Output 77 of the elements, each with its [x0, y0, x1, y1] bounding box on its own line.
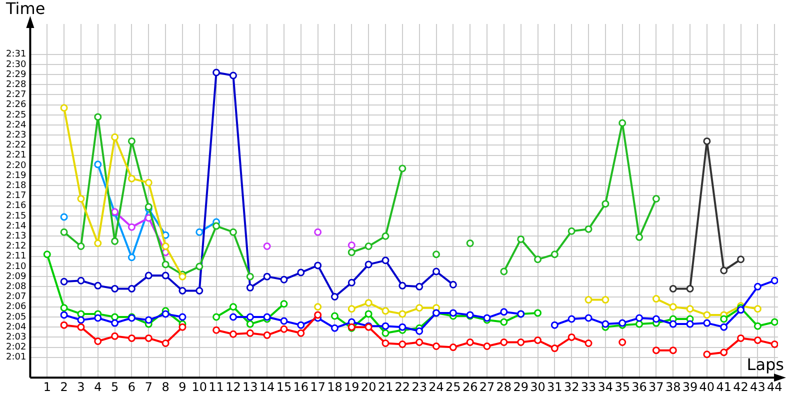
x-tick-label: 29 [513, 380, 528, 394]
x-tick-label: 2 [60, 380, 68, 394]
x-tick-label: 25 [446, 380, 461, 394]
x-tick-label: 18 [327, 380, 342, 394]
x-tick-label: 43 [750, 380, 766, 394]
x-tick-label: 15 [276, 380, 292, 394]
x-tick-label: 11 [208, 380, 224, 394]
y-tick-label: 2:09 [6, 272, 26, 282]
x-tick-label: 28 [496, 380, 512, 394]
x-axis-title: Laps [746, 354, 784, 374]
y-tick-label: 2:25 [6, 110, 26, 120]
y-tick-label: 2:16 [6, 201, 26, 212]
x-tick-label: 13 [242, 380, 258, 394]
y-tick-label: 2:29 [6, 70, 26, 80]
x-tick-label: 20 [360, 380, 376, 394]
y-tick-label: 2:03 [6, 332, 26, 343]
y-tick-label: 2:24 [6, 120, 26, 130]
x-tick-label: 35 [614, 380, 630, 394]
x-tick-label: 6 [128, 380, 136, 394]
x-tick-label: 22 [394, 380, 410, 394]
x-tick-label: 27 [479, 380, 495, 394]
y-tick-label: 2:22 [6, 140, 26, 151]
y-tick-label: 2:28 [6, 80, 26, 90]
x-tick-label: 40 [699, 380, 715, 394]
y-tick-label: 2:31 [6, 50, 26, 60]
x-tick-label: 8 [162, 380, 170, 394]
x-tick-label: 14 [259, 380, 275, 394]
x-tick-label: 19 [344, 380, 360, 394]
y-tick-label: 2:07 [6, 292, 26, 302]
y-tick-label: 2:10 [6, 262, 26, 272]
y-tick-label: 2:27 [6, 90, 26, 100]
x-tick-label: 4 [94, 380, 102, 394]
x-tick-label: 39 [682, 380, 698, 394]
x-tick-label: 26 [462, 380, 478, 394]
x-tick-label: 38 [665, 380, 681, 394]
y-tick-label: 2:01 [6, 352, 26, 363]
x-tick-label: 44 [766, 380, 782, 394]
y-tick-label: 2:06 [6, 302, 26, 312]
x-tick-label: 33 [580, 380, 596, 394]
x-tick-label: 42 [733, 380, 748, 394]
y-tick-label: 2:20 [6, 160, 26, 171]
x-tick-label: 32 [564, 380, 580, 394]
x-tick-label: 41 [716, 380, 732, 394]
y-tick-label: 2:30 [6, 60, 26, 70]
y-tick-label: 2:15 [6, 211, 26, 222]
x-tick-label: 10 [192, 380, 208, 394]
y-tick-label: 2:17 [6, 191, 26, 202]
x-tick-label: 5 [110, 380, 119, 394]
x-tick-label: 3 [77, 380, 85, 394]
x-tick-label: 37 [648, 380, 664, 394]
x-tick-label: 24 [428, 380, 444, 394]
x-tick-label: 17 [310, 380, 326, 394]
x-tick-label: 36 [632, 380, 647, 394]
x-tick-label: 16 [293, 380, 309, 394]
y-tick-label: 2:12 [6, 242, 26, 252]
y-tick-label: 2:04 [6, 322, 26, 332]
y-tick-label: 2:26 [6, 100, 26, 110]
y-tick-label: 2:11 [6, 252, 26, 262]
y-tick-label: 2:05 [6, 312, 26, 322]
y-tick-label: 2:08 [6, 282, 26, 292]
x-tick-label: 34 [598, 380, 614, 394]
x-tick-label: 7 [144, 380, 152, 394]
y-tick-label: 2:14 [6, 221, 26, 232]
x-tick-label: 30 [530, 380, 546, 394]
y-axis-title: Time [5, 0, 46, 18]
y-tick-label: 2:13 [6, 232, 26, 242]
y-tick-label: 2:23 [6, 130, 26, 140]
y-tick-label: 2:02 [6, 342, 26, 353]
x-tick-label: 12 [226, 380, 241, 394]
x-tick-label: 21 [378, 380, 394, 394]
x-tick-label: 1 [43, 380, 51, 394]
y-tick-label: 2:18 [6, 180, 26, 191]
x-tick-label: 9 [178, 380, 186, 394]
x-tick-label: 23 [412, 380, 427, 394]
y-tick-label: 2:21 [6, 150, 26, 161]
x-tick-label: 31 [547, 380, 562, 394]
y-tick-label: 2:19 [6, 170, 26, 181]
